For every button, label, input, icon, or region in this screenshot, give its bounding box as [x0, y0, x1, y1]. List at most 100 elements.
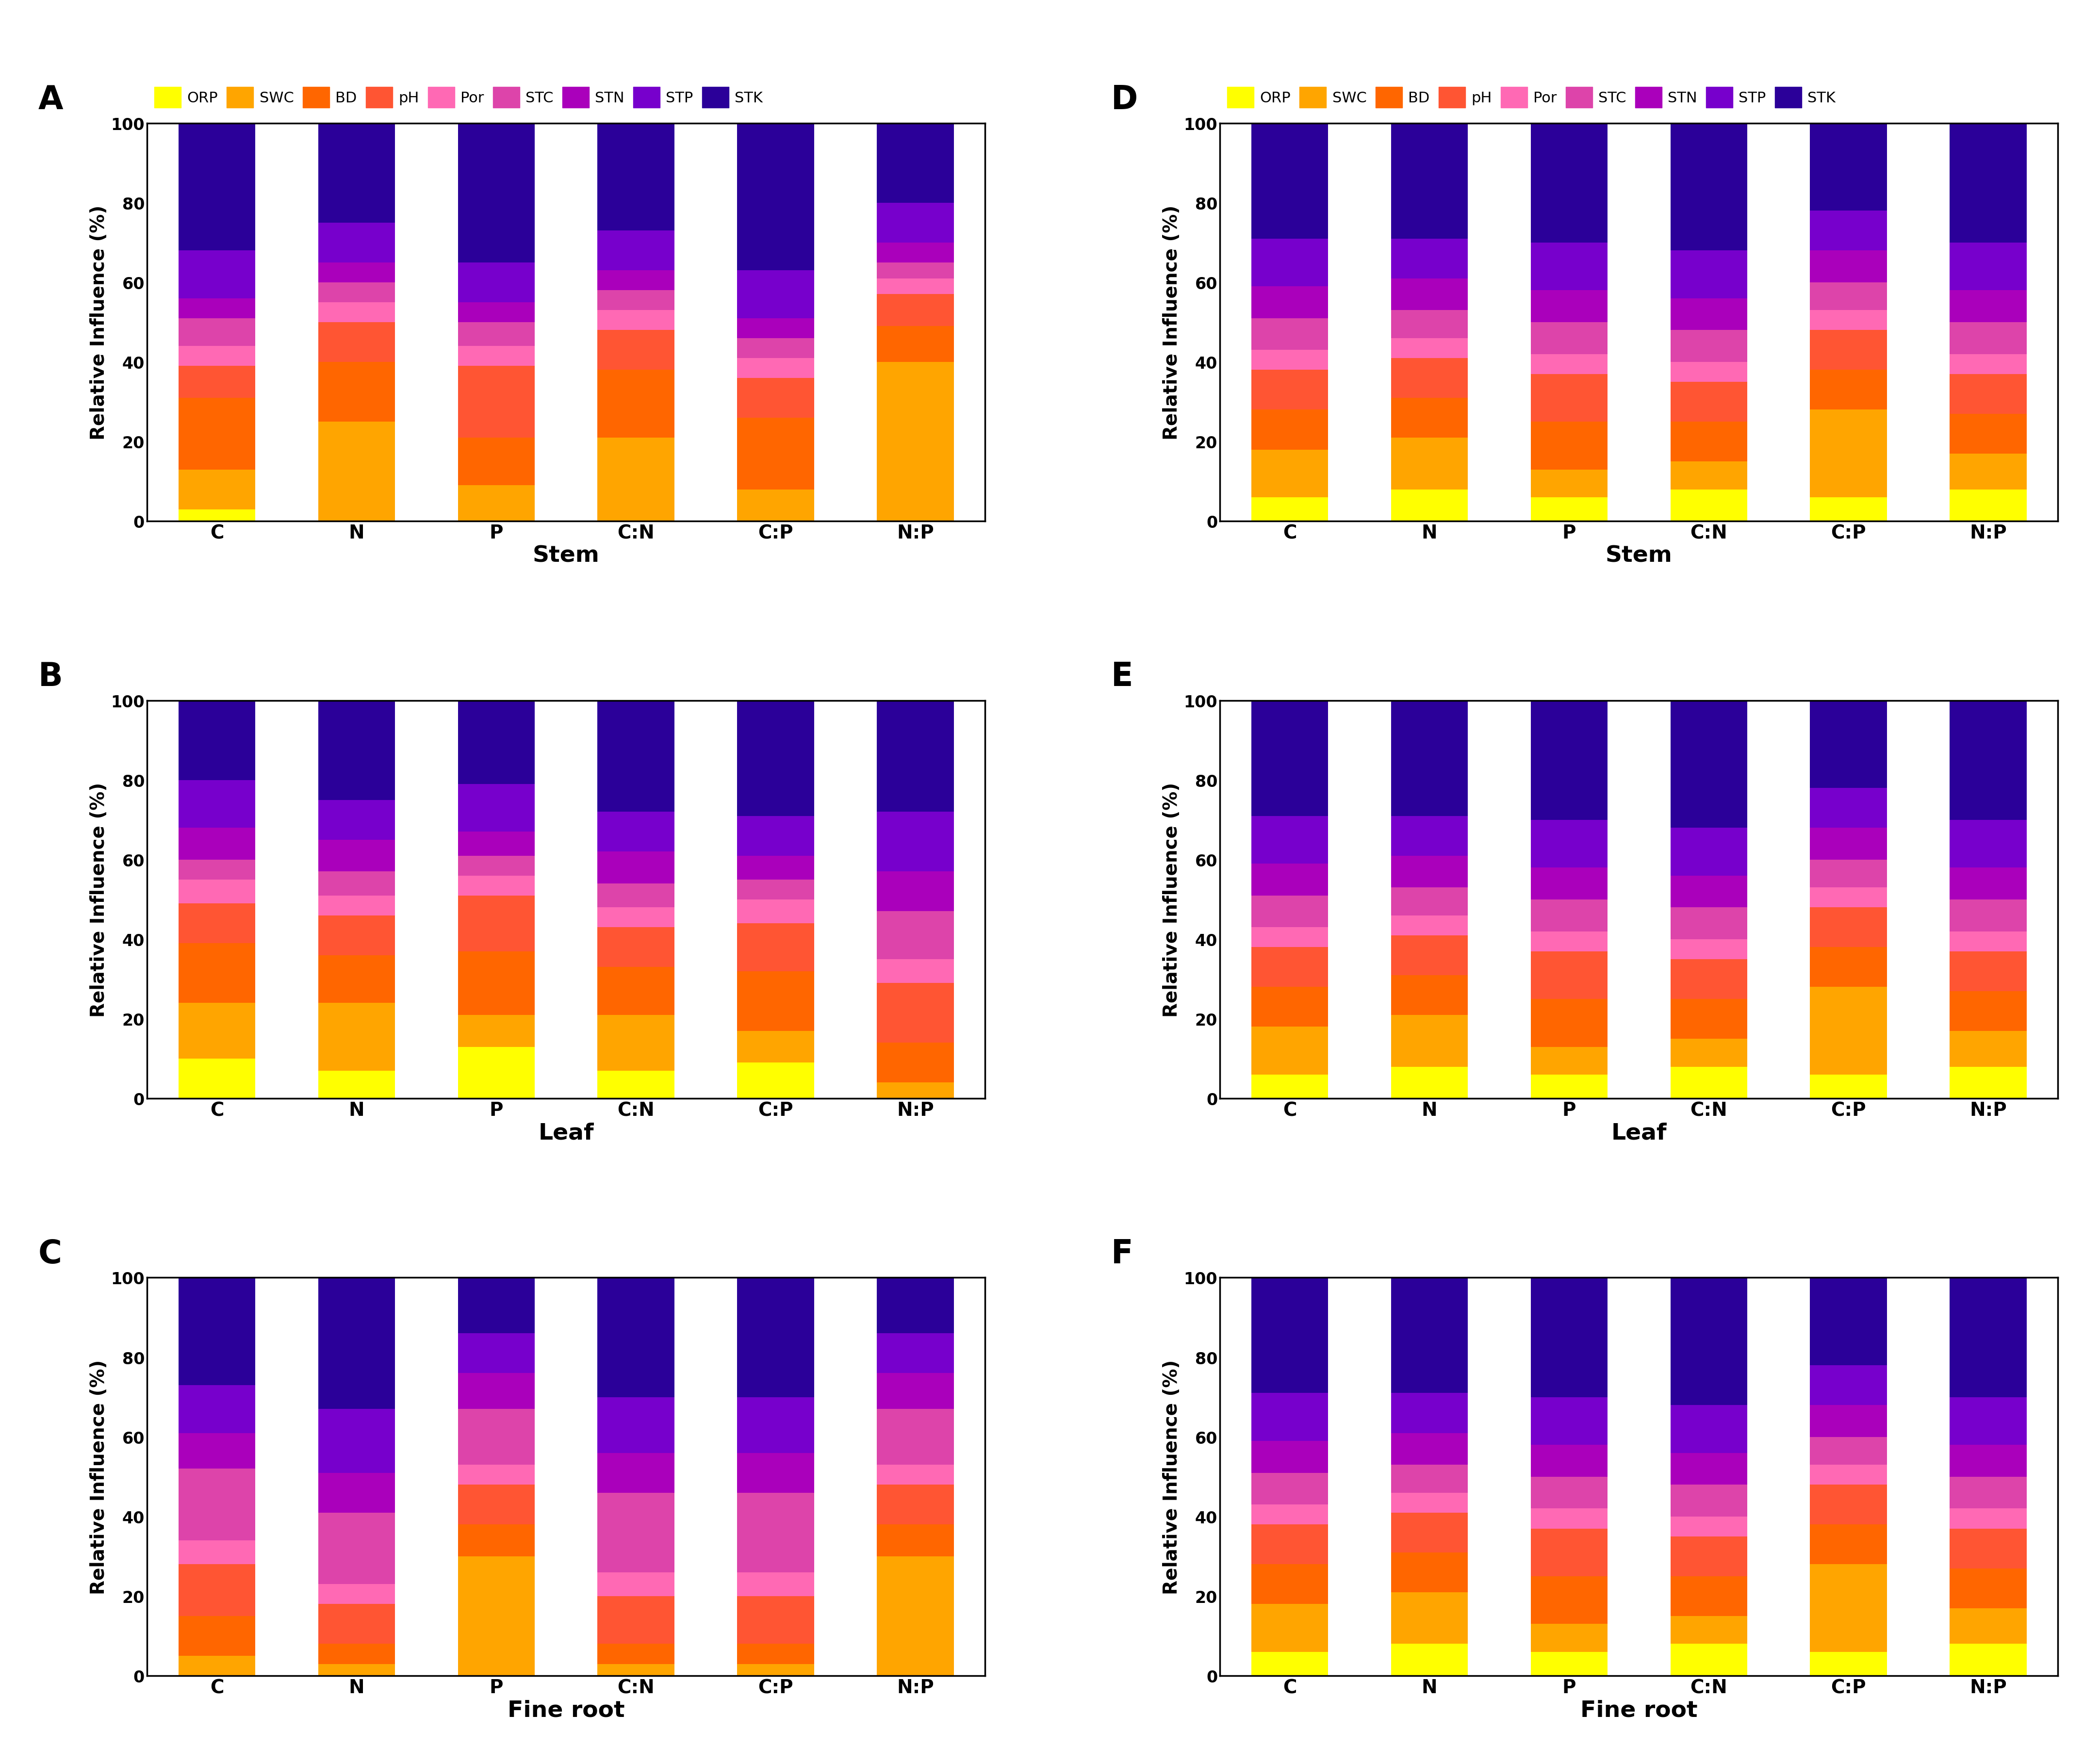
Bar [878, 983, 953, 1043]
Bar [878, 871, 953, 912]
Bar [737, 972, 815, 1030]
Bar [737, 1663, 815, 1676]
Bar [1810, 700, 1888, 789]
Bar [1670, 383, 1747, 422]
Bar [598, 270, 674, 291]
X-axis label: Leaf: Leaf [538, 1122, 594, 1145]
Bar [598, 310, 674, 330]
Bar [598, 1071, 674, 1099]
Bar [737, 1030, 815, 1064]
Bar [458, 1485, 536, 1524]
Bar [737, 1397, 815, 1454]
Bar [1390, 1512, 1468, 1552]
Bar [1670, 827, 1747, 875]
Bar [598, 1596, 674, 1644]
Bar [598, 1663, 674, 1676]
Bar [1810, 250, 1888, 282]
Bar [1670, 1616, 1747, 1644]
X-axis label: Stem: Stem [533, 545, 598, 566]
Bar [737, 418, 815, 490]
Bar [458, 1556, 536, 1676]
Bar [878, 1083, 953, 1099]
Bar [1949, 1030, 2026, 1067]
Bar [1252, 450, 1327, 497]
Bar [1390, 916, 1468, 935]
Y-axis label: Relative Influence (%): Relative Influence (%) [1163, 781, 1180, 1018]
Bar [598, 1572, 674, 1596]
Bar [1949, 453, 2026, 490]
Bar [179, 250, 256, 298]
Bar [878, 279, 953, 295]
Bar [737, 319, 815, 339]
Bar [1531, 497, 1606, 522]
Bar [179, 903, 256, 944]
Bar [179, 1058, 256, 1099]
Bar [1531, 820, 1606, 868]
Text: B: B [38, 662, 63, 693]
Bar [598, 231, 674, 270]
Bar [1252, 1565, 1327, 1603]
Bar [179, 510, 256, 522]
Bar [458, 1524, 536, 1556]
Bar [317, 956, 395, 1004]
Bar [1390, 700, 1468, 817]
Bar [458, 485, 536, 522]
Bar [1390, 1644, 1468, 1676]
Bar [1252, 1505, 1327, 1524]
Bar [1390, 856, 1468, 887]
Bar [1531, 469, 1606, 497]
Bar [1252, 928, 1327, 947]
Bar [1670, 940, 1747, 960]
Bar [1390, 238, 1468, 279]
Bar [317, 1071, 395, 1099]
Bar [1949, 820, 2026, 868]
Bar [317, 916, 395, 956]
Bar [179, 1616, 256, 1656]
Bar [1252, 319, 1327, 351]
Bar [1252, 409, 1327, 450]
Bar [179, 700, 256, 780]
Bar [1252, 238, 1327, 288]
Bar [598, 967, 674, 1014]
Bar [179, 944, 256, 1004]
Bar [179, 1469, 256, 1540]
Bar [1252, 1524, 1327, 1565]
Bar [1670, 362, 1747, 383]
Bar [1252, 351, 1327, 370]
Bar [598, 1277, 674, 1397]
Text: D: D [1111, 83, 1138, 116]
Bar [598, 884, 674, 908]
Bar [598, 1397, 674, 1454]
Bar [878, 1556, 953, 1676]
Bar [1390, 1593, 1468, 1644]
Bar [1670, 1536, 1747, 1577]
Bar [458, 346, 536, 367]
Bar [1531, 374, 1606, 422]
Bar [458, 1014, 536, 1046]
Bar [1252, 1603, 1327, 1651]
Text: E: E [1111, 662, 1134, 693]
Bar [458, 123, 536, 263]
Y-axis label: Relative Influence (%): Relative Influence (%) [90, 781, 109, 1018]
Bar [1531, 422, 1606, 469]
Bar [1252, 1651, 1327, 1676]
Bar [1670, 1485, 1747, 1517]
Bar [737, 1277, 815, 1397]
Bar [1949, 951, 2026, 991]
Bar [878, 123, 953, 203]
Bar [737, 270, 815, 319]
Y-axis label: Relative Influence (%): Relative Influence (%) [1163, 1360, 1180, 1595]
Bar [1810, 1651, 1888, 1676]
Bar [1252, 370, 1327, 409]
Bar [737, 1492, 815, 1572]
Bar [1810, 1277, 1888, 1365]
Bar [458, 700, 536, 785]
Bar [737, 377, 815, 418]
Bar [1252, 947, 1327, 988]
Bar [458, 785, 536, 833]
Bar [317, 1584, 395, 1603]
Bar [1810, 908, 1888, 947]
Bar [1810, 1464, 1888, 1485]
Bar [737, 700, 815, 817]
Bar [458, 1374, 536, 1409]
